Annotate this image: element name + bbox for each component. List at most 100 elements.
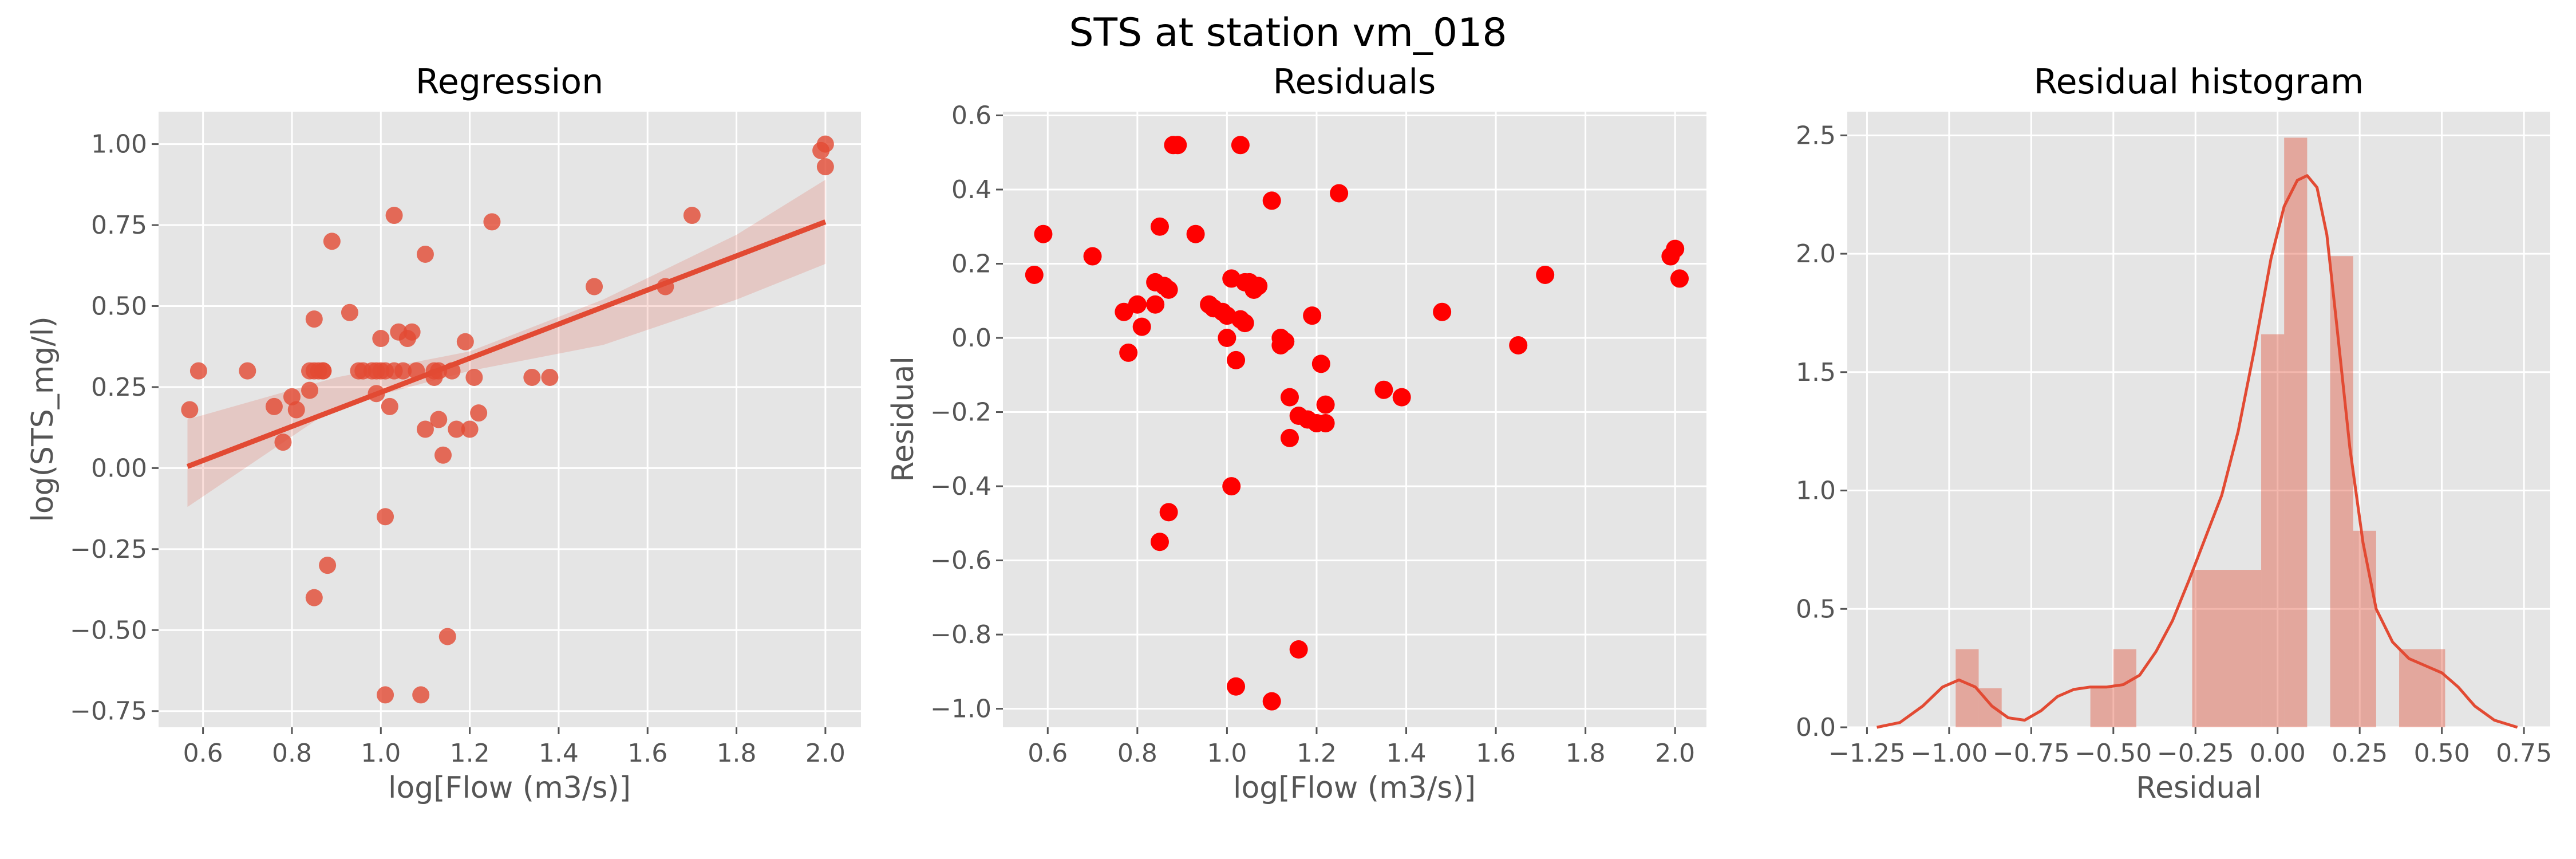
residual-point [1303,306,1322,325]
data-point [438,628,456,645]
residuals-title: Residuals [1273,62,1436,102]
regression-fit-line [186,219,827,469]
histogram-x-tick-label: −1.00 [1910,739,1988,768]
data-point [430,411,448,428]
histogram-bar [2284,137,2308,728]
regression-x-tick-label: 1.8 [717,739,757,768]
data-point [189,362,207,380]
residual-point [1249,277,1268,295]
histogram-x-tick-label: −0.75 [1993,739,2070,768]
regression-y-tick-label: −0.50 [70,616,147,645]
figure-title: STS at station vm_018 [1069,10,1507,56]
data-point [465,368,483,386]
regression-y-tick-label: 0.00 [91,454,147,483]
residuals-panel: 0.6 0.8 1.0 1.2 1.4 1.6 1.8 2.0 −1.0 −0.8 −0.6 −0.… [886,62,1706,805]
histogram-y-tick-label: 0.0 [1796,713,1836,742]
residual-point [1150,533,1169,551]
regression-y-tick-label: 0.25 [91,373,147,402]
regression-x-ticks: 0.6 0.8 1.0 1.2 1.4 1.6 1.8 2.0 [183,727,846,768]
residual-point [1289,640,1308,659]
data-point [586,278,603,295]
histogram-y-tick-label: 0.5 [1796,594,1836,624]
residual-point [1227,677,1246,696]
residuals-x-tick-label: 1.6 [1476,739,1516,768]
data-point [314,362,332,380]
residual-point [1670,269,1689,288]
residual-point [1159,280,1178,299]
regression-y-tick-label: 1.00 [91,130,147,159]
histogram-bar [2353,530,2376,727]
data-point [403,323,421,341]
histogram-x-tick-label: −0.50 [2075,739,2152,768]
data-point [265,397,283,415]
histogram-bar [2261,334,2285,727]
residuals-points [1025,136,1689,711]
histogram-bar [2330,256,2353,727]
data-point [541,368,559,386]
residual-point [1330,184,1349,203]
residual-point [1146,295,1165,314]
regression-line [186,219,827,469]
data-point [385,207,403,224]
data-point [372,330,390,348]
residuals-y-tick-label: 0.2 [951,250,991,279]
residual-point [1227,350,1246,369]
residual-point [1509,336,1528,354]
residuals-x-tick-label: 2.0 [1655,739,1695,768]
residual-point [1262,191,1281,210]
histogram-plot-area [1847,112,2550,727]
regression-grid [159,112,861,727]
regression-title: Regression [416,62,603,102]
residuals-x-tick-label: 1.8 [1566,739,1606,768]
data-point [434,446,452,464]
residual-point [1115,302,1133,321]
residual-point [1119,343,1138,362]
data-point [341,304,358,321]
data-point [287,401,305,419]
residual-point [1168,136,1187,155]
residuals-x-label: log[Flow (m3/s)] [1233,771,1476,805]
histogram-y-tick-label: 1.5 [1796,358,1836,387]
histogram-x-tick-label: 0.50 [2414,739,2470,768]
histogram-x-tick-label: 0.75 [2496,739,2552,768]
residual-point [1083,247,1102,266]
residual-point [1536,265,1555,284]
regression-x-label: log[Flow (m3/s)] [388,771,631,805]
data-point [461,420,479,438]
histogram-title: Residual histogram [2034,62,2364,102]
regression-x-tick-label: 1.4 [539,739,579,768]
regression-y-tick-label: 0.50 [91,291,147,321]
residuals-x-tick-label: 1.4 [1386,739,1427,768]
data-point [470,404,488,422]
data-point [816,135,834,153]
residual-point [1316,395,1335,414]
data-point [274,434,292,451]
residuals-y-tick-label: 0.0 [951,324,991,353]
data-point [443,362,461,380]
data-point [301,381,319,399]
histogram-grid [1847,112,2550,728]
regression-panel: 0.6 0.8 1.0 1.2 1.4 1.6 1.8 2.0 −0.75 −0.50 −0.25… [26,62,861,805]
residual-point [1159,503,1178,522]
data-point [239,362,256,380]
histogram-x-tick-label: 0.00 [2250,739,2306,768]
data-point [456,333,474,350]
histogram-bars [1955,137,2445,728]
residual-point [1280,428,1299,447]
data-point [283,388,301,405]
data-point [416,420,434,438]
data-point [448,420,465,438]
regression-y-tick-label: 0.75 [91,211,147,240]
regression-y-ticks: −0.75 −0.50 −0.25 0.00 0.25 0.50 0.75 1.00 [70,130,159,726]
residuals-y-tick-label: −1.0 [930,695,991,724]
residual-point [1392,388,1411,407]
residual-point [1231,136,1250,155]
regression-x-tick-label: 1.2 [450,739,490,768]
residual-point [1186,224,1205,243]
residual-point [1280,388,1299,407]
residuals-x-tick-label: 0.6 [1028,739,1068,768]
data-point [319,557,337,574]
residuals-x-ticks: 0.6 0.8 1.0 1.2 1.4 1.6 1.8 2.0 [1028,727,1695,768]
residual-point [1150,217,1169,236]
